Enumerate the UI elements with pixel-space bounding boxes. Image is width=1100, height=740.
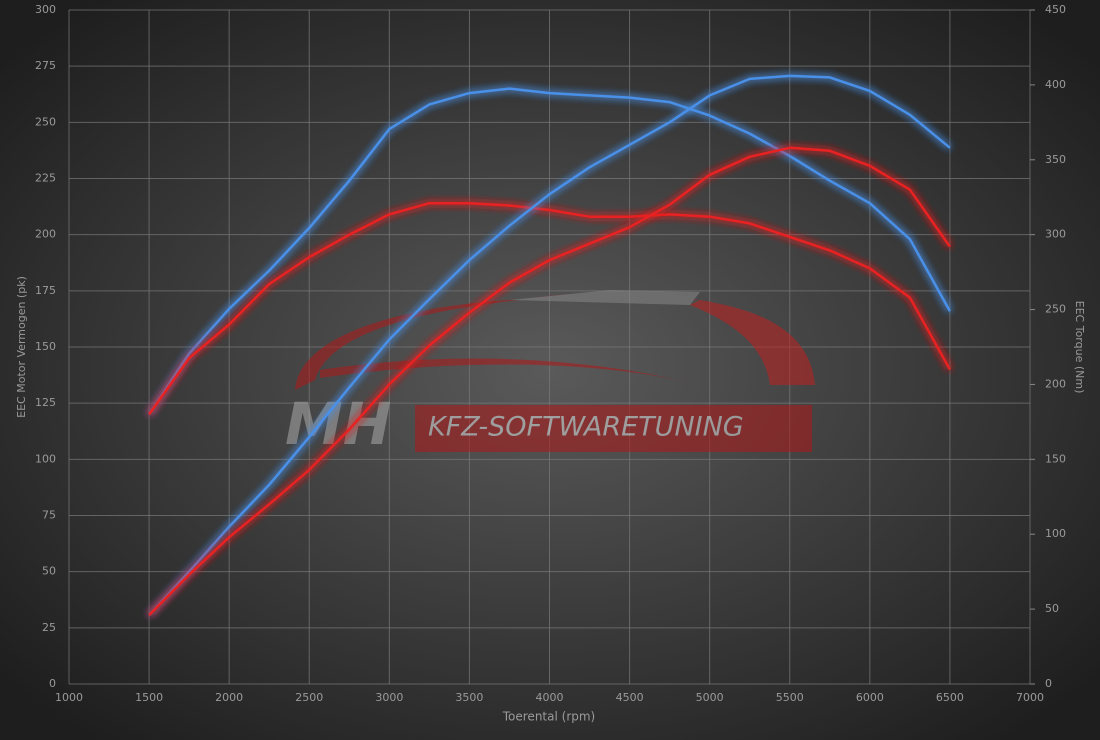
logo-text: KFZ-SOFTWARETUNING	[428, 412, 744, 443]
y2-tick-label: 200	[1045, 377, 1066, 390]
logo-banner	[415, 405, 812, 452]
logo-arc-gray	[510, 290, 700, 305]
line	[148, 74, 951, 616]
x-tick-label: 2000	[215, 691, 243, 704]
watermark: MH KFZ-SOFTWARETUNING	[285, 290, 815, 458]
y-tick-label: 225	[35, 172, 56, 185]
y-tick-label: 300	[35, 3, 56, 16]
x-tick-label: 1000	[55, 691, 83, 704]
y-tick-label: 250	[35, 115, 56, 128]
y2-tick-label: 300	[1045, 228, 1066, 241]
logo-car	[295, 293, 700, 390]
y-tick-label: 25	[42, 621, 56, 634]
y2-tick-label: 0	[1045, 677, 1052, 690]
y-tick-label: 50	[42, 565, 56, 578]
y2-tick-label: 100	[1045, 527, 1066, 540]
y-tick-label: 150	[35, 340, 56, 353]
x-tick-label: 5000	[696, 691, 724, 704]
y-tick-label: 275	[35, 59, 56, 72]
y-tick-label: 75	[42, 509, 56, 522]
x-tick-label: 1500	[135, 691, 163, 704]
y2-tick-label: 50	[1045, 602, 1059, 615]
y2-tick-label: 250	[1045, 303, 1066, 316]
x-tick-label: 7000	[1016, 691, 1044, 704]
y-tick-label: 200	[35, 228, 56, 241]
logo-arc	[690, 300, 815, 385]
x-tick-label: 3500	[455, 691, 483, 704]
x-tick-label: 4000	[536, 691, 564, 704]
x-tick-label: 3000	[375, 691, 403, 704]
y-tick-label: 0	[49, 677, 56, 690]
logo-car-line	[320, 358, 700, 385]
y2-tick-label: 450	[1045, 3, 1066, 16]
y2-tick-label: 350	[1045, 153, 1066, 166]
x-tick-label: 6000	[856, 691, 884, 704]
y2-tick-label: 150	[1045, 452, 1066, 465]
line	[148, 146, 951, 616]
line	[148, 87, 951, 416]
x-tick-label: 5500	[776, 691, 804, 704]
y2-tick-label: 400	[1045, 78, 1066, 91]
y-tick-label: 100	[35, 452, 56, 465]
x-axis-label: Toerental (rpm)	[502, 710, 595, 724]
y-axis-label: EEC Motor Vermogen (pk)	[15, 276, 28, 418]
y-tick-label: 125	[35, 396, 56, 409]
x-tick-label: 2500	[295, 691, 323, 704]
x-tick-label: 6500	[936, 691, 964, 704]
y-tick-label: 175	[35, 284, 56, 297]
y2-axis-label: EEC Torque (Nm)	[1073, 301, 1086, 394]
x-tick-label: 4500	[616, 691, 644, 704]
line	[148, 201, 951, 416]
